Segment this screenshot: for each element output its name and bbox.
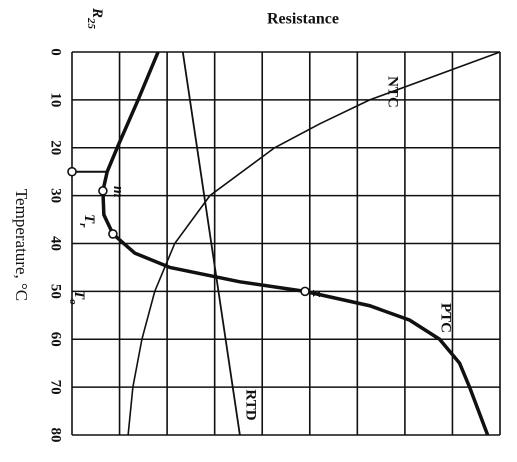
marker bbox=[108, 229, 118, 239]
tick-label: 40 bbox=[48, 236, 64, 251]
tick-label: 50 bbox=[48, 284, 64, 299]
tick-label: 80 bbox=[48, 428, 64, 443]
label-sub: 25 bbox=[85, 17, 97, 30]
chart-title: Resistance bbox=[267, 11, 339, 28]
label-sub: r bbox=[77, 223, 89, 228]
annotation: To bbox=[67, 290, 86, 305]
label-text: T bbox=[81, 214, 97, 224]
axis-label: Temperature, °C bbox=[12, 189, 31, 301]
marker bbox=[67, 166, 77, 177]
label-text: T bbox=[71, 290, 87, 300]
curve bbox=[101, 51, 490, 436]
curve bbox=[127, 51, 501, 436]
marker bbox=[98, 186, 108, 196]
tick-label: 10 bbox=[48, 92, 64, 107]
label-sub: o bbox=[67, 299, 79, 305]
label-text: x bbox=[309, 289, 325, 298]
point-label: m bbox=[110, 186, 126, 198]
tick-label: 60 bbox=[48, 332, 64, 347]
label-text: R bbox=[89, 7, 105, 18]
curve bbox=[181, 51, 241, 436]
tick-label: 70 bbox=[48, 380, 64, 395]
series-label: RTD bbox=[243, 389, 259, 420]
tick-label: 0 bbox=[48, 48, 64, 56]
point-label: Tr bbox=[77, 214, 96, 228]
point-label: x bbox=[309, 289, 325, 298]
series-label: NTC bbox=[385, 76, 401, 108]
tick-label: 20 bbox=[48, 140, 64, 155]
point-label: R25 bbox=[85, 7, 104, 30]
series-label: PTC bbox=[438, 303, 454, 333]
tick-label: 30 bbox=[48, 188, 64, 203]
label-text: m bbox=[110, 186, 126, 198]
marker bbox=[300, 286, 310, 297]
